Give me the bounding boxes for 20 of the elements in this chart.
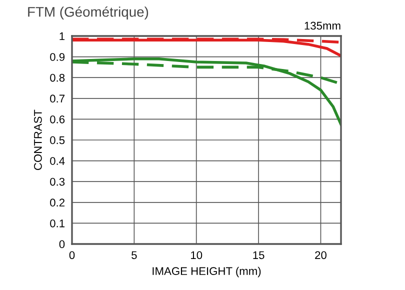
x-tick-label: 15 xyxy=(253,251,264,260)
x-axis-title: IMAGE HEIGHT (mm) xyxy=(152,266,261,278)
y-tick-label: 0.7 xyxy=(50,94,64,103)
y-tick-label: 0.6 xyxy=(50,115,65,124)
x-tick-label: 5 xyxy=(132,251,137,260)
y-tick-label: 0.9 xyxy=(50,53,65,61)
y-tick-label: 0.1 xyxy=(50,219,65,228)
y-tick-label: 1 xyxy=(60,32,65,40)
y-tick-label: 0 xyxy=(59,240,65,248)
y-tick-label: 0.2 xyxy=(50,198,64,207)
y-tick-label: 0.5 xyxy=(50,136,65,144)
y-axis-title: CONTRAST xyxy=(34,110,42,170)
text: 135mm xyxy=(304,22,340,30)
y-tick-label: 0.8 xyxy=(50,74,65,82)
y-tick-label: 0.4 xyxy=(50,157,65,165)
x-tick-label: 10 xyxy=(191,251,202,260)
chart-title: FTM (Géométrique) xyxy=(28,6,148,20)
x-tick-label: 20 xyxy=(315,251,326,260)
y-tick-label: 0.3 xyxy=(50,178,65,186)
x-tick-label: 0 xyxy=(69,251,75,260)
